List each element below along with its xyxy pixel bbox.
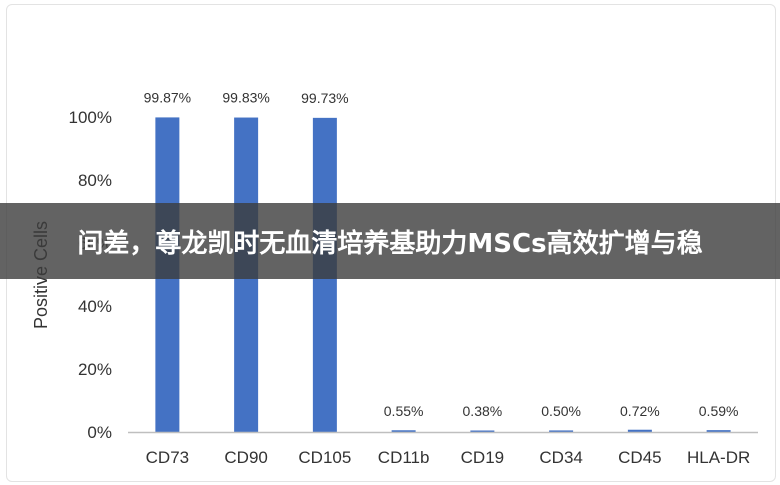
x-tick-label: HLA-DR — [687, 448, 750, 467]
y-tick-label: 100% — [69, 108, 112, 127]
y-tick-label: 20% — [78, 360, 112, 379]
y-tick-label: 40% — [78, 297, 112, 316]
bar-cd45 — [627, 429, 652, 432]
data-label: 0.55% — [384, 403, 424, 419]
x-tick-label: CD45 — [618, 448, 661, 467]
x-tick-label: CD11b — [378, 448, 430, 467]
data-label: 0.59% — [699, 403, 739, 419]
x-tick-label: CD19 — [461, 448, 504, 467]
data-label: 0.72% — [620, 403, 660, 419]
overlay-banner: 间差，尊龙凯时无血清培养基助力MSCs高效扩增与稳 — [0, 203, 780, 279]
bar-cd19 — [470, 430, 495, 432]
y-tick-label: 0% — [87, 423, 112, 442]
banner-text: 间差，尊龙凯时无血清培养基助力MSCs高效扩增与稳 — [77, 228, 703, 259]
bar-cd11b — [391, 430, 416, 432]
x-tick-label: CD73 — [146, 448, 189, 467]
y-tick-label: 80% — [78, 171, 112, 190]
bar-cd34 — [549, 430, 574, 432]
data-label: 0.50% — [541, 403, 581, 419]
data-label: 0.38% — [463, 403, 503, 419]
bar-hla-dr — [706, 430, 731, 432]
x-tick-label: CD34 — [539, 448, 582, 467]
data-label: 99.73% — [301, 90, 348, 106]
data-label: 99.83% — [222, 90, 269, 106]
data-label: 99.87% — [144, 89, 191, 105]
x-tick-label: CD90 — [224, 448, 267, 467]
x-tick-label: CD105 — [298, 448, 351, 467]
